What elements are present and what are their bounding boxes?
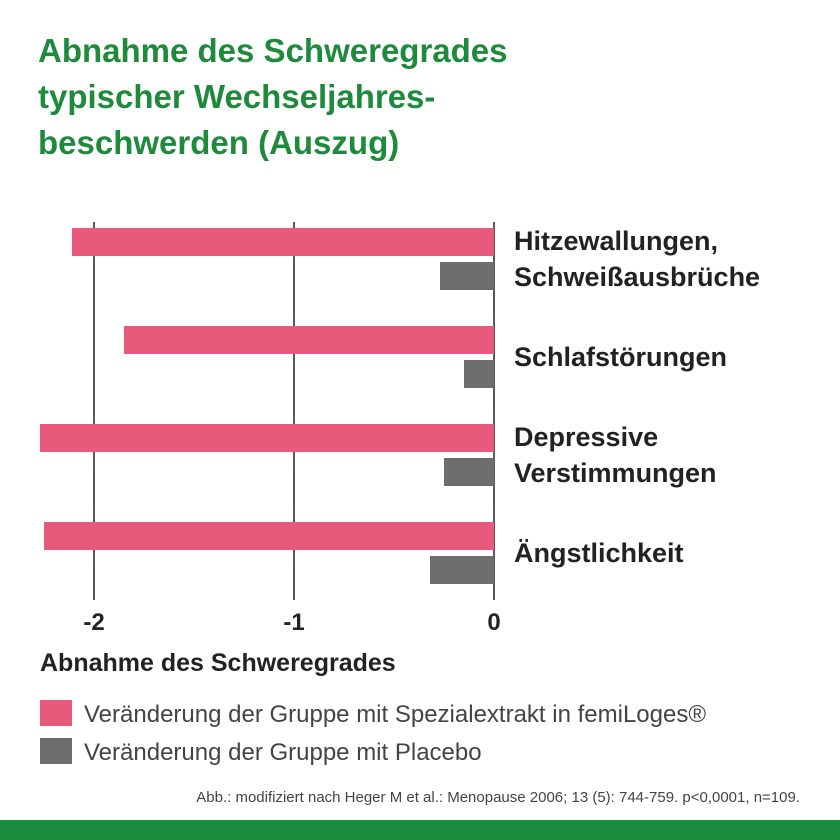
x-tick-label: -2: [83, 609, 104, 636]
x-tick-label: 0: [487, 609, 500, 636]
category-label-line: Verstimmungen: [514, 458, 717, 488]
bar: [44, 522, 494, 550]
bar: [444, 458, 494, 486]
bar: [464, 360, 494, 388]
chart-title-line: Abnahme des Schweregrades: [38, 32, 508, 69]
footnote: Abb.: modifiziert nach Heger M et al.: M…: [196, 789, 800, 806]
bar: [440, 262, 494, 290]
category-label-line: Ängstlichkeit: [514, 538, 684, 568]
chart-title-line: typischer Wechseljahres-: [38, 78, 435, 115]
category-label: Ängstlichkeit: [514, 538, 684, 568]
category-label: Depressive Verstimmungen: [514, 422, 717, 488]
x-axis-label: Abnahme des Schweregrades: [40, 649, 396, 677]
legend-label: Veränderung der Gruppe mit Spezialextrak…: [84, 701, 706, 728]
category-label: Schlafstörungen: [514, 342, 727, 372]
category-label-line: Schlafstörungen: [514, 342, 727, 372]
chart-title-line: beschwerden (Auszug): [38, 124, 399, 161]
legend-label: Veränderung der Gruppe mit Placebo: [84, 739, 482, 766]
category-label-line: Hitzewallungen,: [514, 226, 718, 256]
legend-swatch: [40, 700, 72, 726]
bar: [124, 326, 494, 354]
bar: [40, 424, 494, 452]
footer-bar: [0, 820, 840, 840]
bar: [72, 228, 494, 256]
legend-swatch: [40, 738, 72, 764]
category-label-line: Depressive: [514, 422, 658, 452]
chart-title: Abnahme des Schweregrades typischer Wechs…: [38, 32, 508, 161]
category-label-line: Schweißausbrüche: [514, 262, 760, 292]
x-tick-label: -1: [283, 609, 304, 636]
category-label: Hitzewallungen, Schweißausbrüche: [514, 226, 760, 292]
bar: [430, 556, 494, 584]
